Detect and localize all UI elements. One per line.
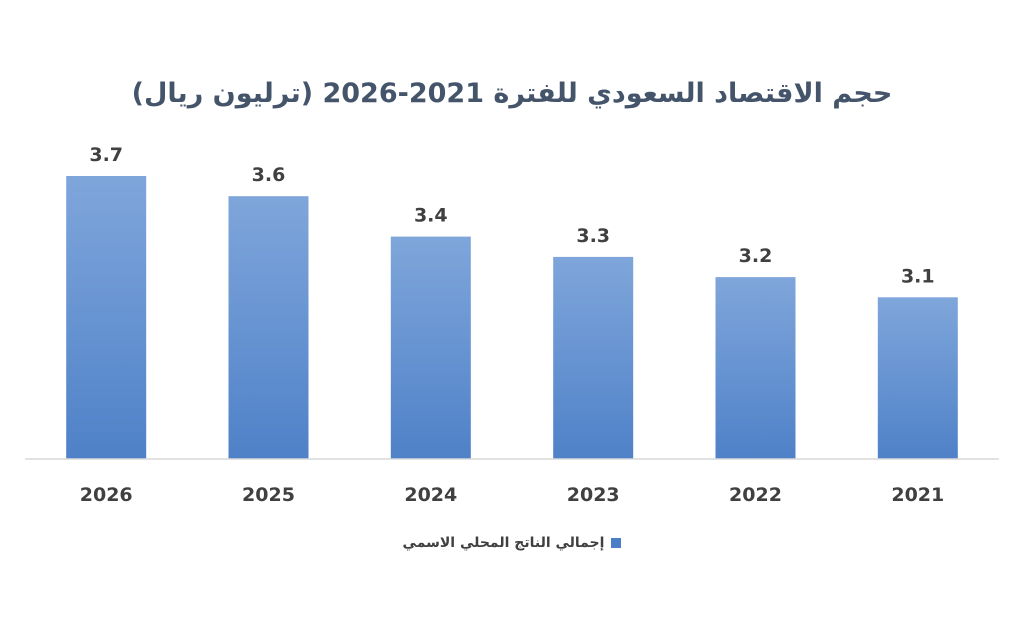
legend-series-label: إجمالي الناتج المحلي الاسمي: [402, 535, 605, 551]
data-label-2025: 3.6: [252, 164, 286, 186]
bar-2025: [228, 196, 309, 459]
data-label-2026: 3.7: [89, 144, 123, 166]
bar-2023: [553, 256, 634, 459]
data-labels: 3.7 3.6 3.4 3.3 3.2 3.1: [89, 144, 934, 287]
chart-title: حجم الاقتصاد السعودي للفترة 2021-2026 (ت…: [131, 78, 893, 109]
x-tick-label-2023: 2023: [567, 484, 620, 506]
x-tick-label-2024: 2024: [404, 484, 457, 506]
bars: [66, 176, 958, 459]
bar-2021: [877, 297, 958, 459]
data-label-2023: 3.3: [576, 225, 610, 247]
x-tick-labels: 2026 2025 2024 2023 2022 2021: [80, 484, 944, 506]
x-tick-label-2021: 2021: [891, 484, 944, 506]
legend: إجمالي الناتج المحلي الاسمي: [0, 535, 1024, 551]
bar-2024: [390, 236, 471, 459]
bar-2022: [715, 277, 796, 459]
data-label-2024: 3.4: [414, 205, 448, 227]
bar-2026: [66, 176, 147, 459]
data-label-2021: 3.1: [901, 265, 935, 287]
data-label-2022: 3.2: [739, 245, 773, 267]
x-tick-label-2026: 2026: [80, 484, 133, 506]
x-tick-label-2022: 2022: [729, 484, 782, 506]
x-tick-label-2025: 2025: [242, 484, 295, 506]
legend-swatch: [611, 538, 622, 548]
